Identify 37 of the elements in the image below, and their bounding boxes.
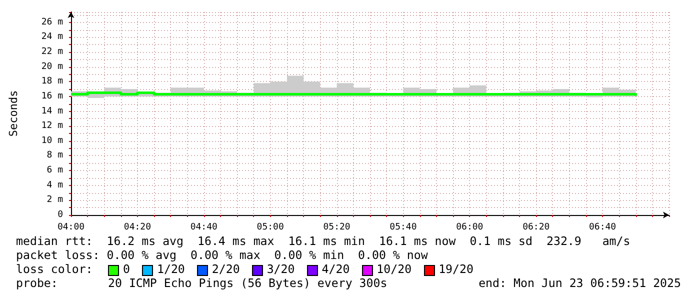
y-tick-label: 2 m [46,195,63,206]
y-tick-label: 24 m [41,32,63,42]
text: 3/20 [266,262,295,276]
text: loss color: [16,262,93,276]
y-axis-title: Seconds [7,90,20,137]
x-tick-label: 05:40 [390,222,417,232]
text: packet loss: 0.00 % avg 0.00 % max 0.00 % min 0.00 % now [16,248,428,262]
text: 10/20 [376,262,412,276]
y-tick-label: 20 m [41,62,63,72]
x-tick-label: 05:00 [256,222,284,232]
x-tick-label: 04:20 [124,222,151,232]
text: 4/20 [322,262,350,276]
text: end: Mon Jun 23 06:59:51 2025 [478,276,681,290]
x-tick-label: 06:20 [522,222,550,232]
y-tick-label: 12 m [41,121,63,132]
x-tick-label: 06:40 [589,222,616,232]
text: median rtt: 16.2 ms avg 16.4 ms max 16.1 ms min 16.1 ms now 0.1 ms sd 232.9 am/s [16,234,630,248]
text: 0 [123,262,130,276]
y-tick-label: 0 [58,210,63,220]
x-tick-label: 04:40 [190,222,218,232]
y-tick-label: 22 m [41,47,63,58]
x-tick-label: 04:00 [57,222,85,232]
text: 2/20 [212,262,240,276]
y-tick-label: 16 m [41,91,63,102]
text: probe: [16,276,58,290]
x-tick-label: 05:20 [323,222,350,232]
text: 20 ICMP Echo Pings (56 Bytes) every 300s [108,276,388,290]
y-tick-label: 4 m [46,180,63,190]
y-tick-label: 14 m [41,106,63,116]
text: 19/20 [438,262,474,276]
y-tick-label: 6 m [46,166,63,176]
y-tick-label: 10 m [41,136,63,146]
x-tick-label: 06:00 [456,222,484,232]
y-tick-label: 18 m [41,76,63,87]
text: 1/20 [156,262,185,276]
y-tick-label: 8 m [46,150,63,161]
y-tick-label: 26 m [41,17,63,28]
